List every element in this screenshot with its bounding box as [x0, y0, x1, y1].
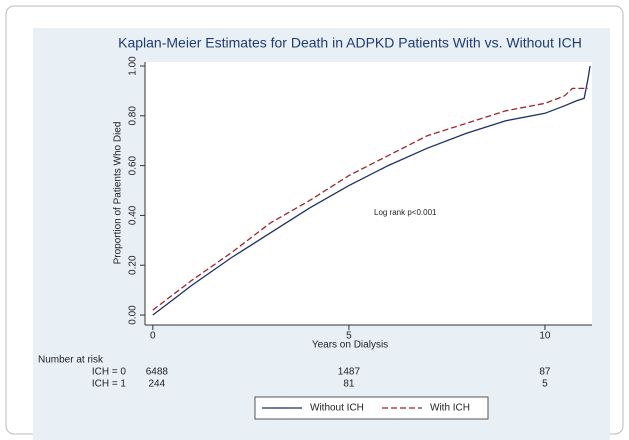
- legend-label: Without ICH: [310, 403, 364, 414]
- risk-title: Number at risk: [38, 355, 104, 366]
- y-tick-label: 0.80: [128, 106, 139, 126]
- km-curve: [152, 65, 591, 316]
- legend-label: With ICH: [430, 403, 470, 414]
- x-tick-label: 0: [150, 331, 156, 342]
- risk-count: 1487: [338, 367, 361, 378]
- risk-row-label: ICH = 0: [92, 367, 127, 378]
- risk-count: 81: [343, 379, 355, 390]
- y-tick-label: 0.60: [128, 155, 139, 175]
- y-tick-label: 0.40: [128, 205, 139, 225]
- y-axis-label: Proportion of Patients Who Died: [113, 122, 124, 265]
- risk-row-label: ICH = 1: [92, 379, 127, 390]
- chart-title: Kaplan-Meier Estimates for Death in ADPK…: [118, 35, 582, 51]
- x-tick-label: 10: [539, 331, 551, 342]
- y-tick-label: 0.00: [128, 305, 139, 325]
- x-axis-label: Years on Dialysis: [312, 340, 388, 351]
- risk-count: 87: [539, 367, 551, 378]
- y-tick-label: 1.00: [128, 56, 139, 76]
- legend: [254, 396, 489, 420]
- km-curve: [152, 87, 589, 311]
- y-tick-label: 0.20: [128, 255, 139, 275]
- risk-count: 5: [542, 379, 548, 390]
- annotation: Log rank p<0.001: [374, 208, 437, 217]
- x-tick-label: 5: [346, 331, 352, 342]
- risk-count: 6488: [146, 367, 169, 378]
- plot-area: [145, 62, 592, 325]
- risk-count: 244: [148, 379, 165, 390]
